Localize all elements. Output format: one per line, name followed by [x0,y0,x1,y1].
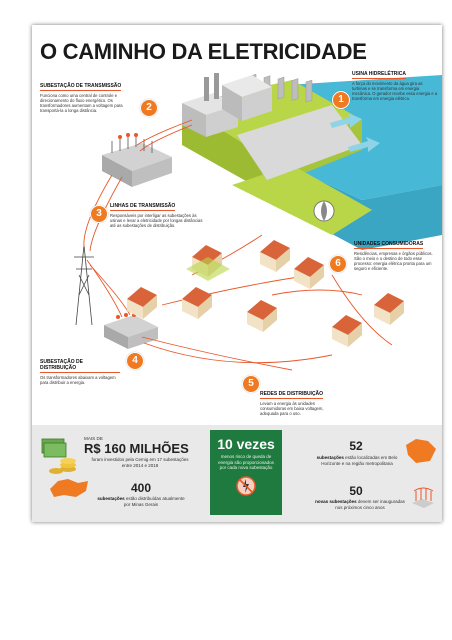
transmission-substation [102,133,172,187]
step-text-2: Funciona como uma central de controle e … [40,92,123,114]
step-heading-4: SUBESTAÇÃO DE DISTRIBUIÇÃO [40,359,120,373]
step-badge-6: 6 [329,255,347,273]
invest-text: foram investidos pela Cemig em 17 subest… [91,457,189,468]
step-block-1: USINA HIDRELÉTRICA A força do movimento … [352,71,438,101]
count-50-text: novas subestações devem ser inauguradas … [312,499,408,510]
step-text-5: Levam a energia às unidades consumidoras… [260,400,324,416]
step-block-6: UNIDADES CONSUMIDORAS Residências, empre… [354,241,438,271]
transmission-tower [74,244,94,326]
step-block-2: SUBESTAÇÃO DE TRANSMISSÃO Funciona como … [40,83,138,113]
count-50: 50 [349,484,363,498]
substation-icon [412,487,434,508]
power-lines [83,119,393,371]
risk-box: 10 vezes menos risco de queda de energia… [210,430,282,515]
step-badge-5: 5 [242,375,260,393]
step-badge-3: 3 [90,205,108,223]
times-text: menos risco de queda de energia são prop… [218,454,274,471]
count-52: 52 [349,439,363,453]
step-heading-5: REDES DE DISTRIBUIÇÃO [260,391,324,399]
page-title: O CAMINHO DA ELETRICIDADE [40,39,367,64]
count-52-desc: estão localizadas em Belo Horizonte e na… [321,455,398,466]
count-52-bold: subestações [316,455,344,460]
invest-prefix: MAIS DE [84,436,103,441]
count-400: 400 [130,481,152,495]
plant-buildings [182,73,272,137]
step-block-3: LINHAS DE TRANSMISSÃO Responsáveis por i… [110,203,206,228]
step-heading-1: USINA HIDRELÉTRICA [352,71,406,79]
step-heading-6: UNIDADES CONSUMIDORAS [354,241,424,249]
count-52-text: subestações estão localizadas em Belo Ho… [312,455,402,466]
step-heading-2: SUBESTAÇÃO DE TRANSMISSÃO [40,83,122,91]
houses [127,240,404,347]
step-block-5: REDES DE DISTRIBUIÇÃO Levam a energia às… [260,391,342,416]
electricity-path-illustration [74,73,442,371]
count-400-text: subestações estão distribuídas atualment… [96,496,186,507]
step-text-6: Residências, empresas e órgãos públicos.… [354,250,433,272]
flow-arrow [330,113,362,128]
step-badge-1: 1 [332,91,350,109]
step-badge-2: 2 [140,99,158,117]
step-text-3: Responsáveis por interligar as subestaçõ… [110,212,203,228]
step-text-1: A força do movimento da água gira as tur… [352,80,438,102]
distribution-substation [104,313,158,349]
count-400-bold: subestações [97,496,125,501]
step-badge-4: 4 [126,352,144,370]
bh-map-icon [406,439,436,463]
money-icon [41,438,76,474]
count-50-bold: novas subestações [315,499,357,504]
step-text-4: Os transformadores abaixam a voltagem pa… [40,374,116,385]
step-heading-3: LINHAS DE TRANSMISSÃO [110,203,176,211]
no-power-icon [236,476,256,496]
times-value: 10 vezes [217,436,275,452]
step-block-4: SUBESTAÇÃO DE DISTRIBUIÇÃO Os transforma… [40,359,120,385]
minas-map-icon [50,479,88,497]
infographic-page: O CAMINHO DA ELETRICIDADE [32,25,442,522]
count-400-desc: estão distribuídas atualmente por Minas … [123,496,185,507]
invest-value: R$ 160 MILHÕES [84,441,189,456]
count-50-desc: devem ser inauguradas nos próximos cinco… [335,499,405,510]
